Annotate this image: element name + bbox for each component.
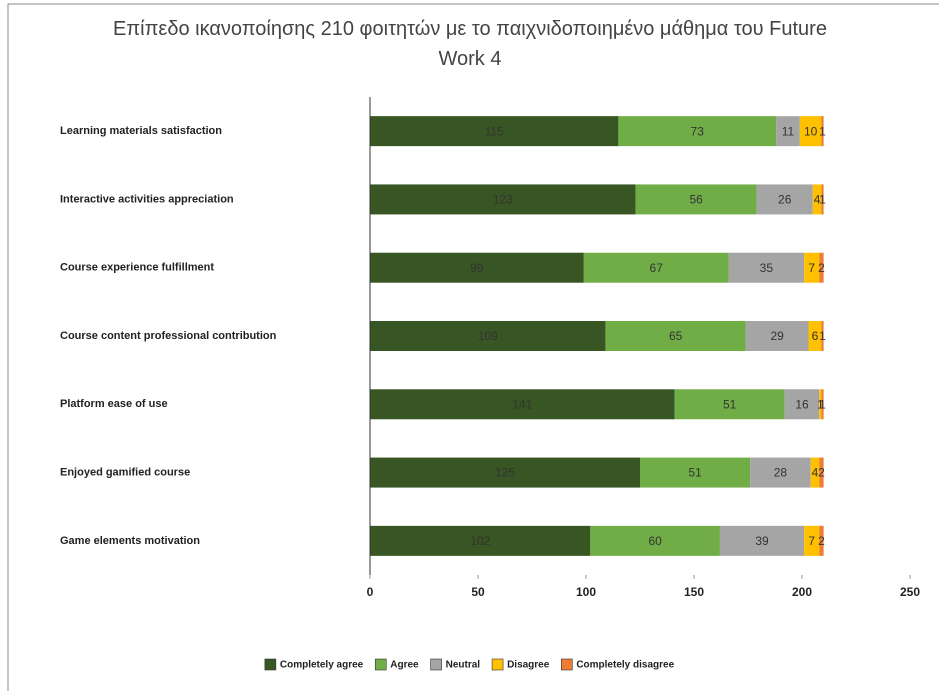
x-tick-label: 0 — [367, 585, 374, 599]
value-label: 1 — [819, 193, 826, 207]
bar-segment — [605, 321, 746, 351]
bar-segment — [821, 184, 824, 215]
value-label: 2 — [818, 466, 825, 480]
legend-label: Disagree — [507, 660, 550, 671]
y-tick-label: Course experience fulfillment — [60, 262, 214, 274]
value-label: 51 — [688, 466, 702, 480]
value-label: 2 — [818, 261, 825, 275]
bar-segment — [804, 525, 820, 556]
bar-segment — [750, 457, 811, 488]
chart-title: Επίπεδο ικανοποίησης 210 φοιτητών με το … — [113, 18, 827, 70]
bar-segment — [674, 389, 785, 420]
legend-swatch — [491, 658, 504, 671]
bar-segment — [804, 252, 820, 283]
value-label: 1 — [819, 397, 826, 411]
bar-segment — [640, 457, 751, 488]
value-label: 26 — [778, 193, 792, 207]
bar-segment — [370, 252, 584, 283]
bar-segment — [821, 321, 824, 351]
x-tick-label: 250 — [900, 585, 920, 599]
value-label: 65 — [669, 329, 683, 343]
legend-swatch — [561, 658, 573, 671]
value-label: 1 — [817, 397, 824, 411]
value-label: 109 — [478, 329, 498, 343]
value-label: 125 — [495, 466, 515, 480]
legend-label: Completely disagree — [576, 660, 674, 671]
bar-segment — [635, 184, 757, 215]
value-label: 4 — [814, 193, 821, 207]
bar-segment — [799, 116, 822, 147]
bar-segment — [819, 389, 822, 420]
bar-segment — [618, 116, 777, 147]
bar-segment — [819, 457, 824, 488]
bar-segment — [590, 525, 720, 556]
frame — [7, 3, 939, 691]
value-label: 123 — [493, 193, 513, 207]
value-label: 2 — [818, 534, 825, 548]
y-tick-label: Interactive activities appreciation — [60, 193, 234, 205]
x-tick-label: 200 — [792, 585, 812, 599]
value-label: 7 — [808, 261, 815, 275]
value-label: 39 — [755, 534, 769, 548]
y-tick-label: Course content professional contribution — [60, 330, 277, 342]
value-label: 67 — [650, 261, 664, 275]
bar-segment — [370, 525, 591, 556]
legend-swatch — [430, 658, 442, 671]
value-label: 4 — [812, 466, 819, 480]
y-tick-label: Learning materials satisfaction — [60, 125, 222, 137]
value-label: 7 — [808, 534, 815, 548]
value-label: 99 — [470, 261, 484, 275]
bar-segment — [810, 457, 820, 488]
value-label: 28 — [774, 466, 788, 480]
value-label: 16 — [795, 397, 809, 411]
legend-label: Neutral — [446, 660, 481, 671]
value-label: 60 — [648, 534, 662, 548]
value-label: 29 — [770, 329, 784, 343]
value-label: 1 — [819, 124, 826, 138]
bar-segment — [370, 184, 636, 215]
y-tick-label: Enjoyed gamified course — [60, 466, 190, 478]
bar-segment — [370, 116, 619, 147]
bar-segment — [808, 321, 822, 351]
value-label: 1 — [819, 329, 826, 343]
bar-segment — [583, 252, 729, 283]
bar-segment — [370, 389, 675, 420]
legend-swatch — [374, 658, 387, 671]
legend-label: Agree — [390, 660, 419, 671]
x-tick-label: 100 — [576, 585, 596, 599]
bar-segment — [719, 525, 805, 556]
bar-segment — [756, 184, 813, 215]
y-tick-label: Game elements motivation — [60, 535, 200, 547]
bar-segment — [819, 252, 824, 283]
value-label: 73 — [691, 124, 705, 138]
value-label: 6 — [812, 329, 819, 343]
value-label: 56 — [689, 193, 703, 207]
legend-label: Completely agree — [280, 660, 364, 671]
bar-segment — [370, 321, 606, 351]
legend-swatch — [264, 658, 277, 671]
bar-segment — [812, 184, 822, 215]
bar-segment — [819, 525, 824, 556]
bar-segment — [821, 116, 824, 147]
value-label: 10 — [804, 124, 818, 138]
bar-segment — [728, 252, 805, 283]
x-tick-label: 50 — [471, 585, 485, 599]
value-label: 102 — [470, 534, 490, 548]
value-label: 141 — [512, 397, 532, 411]
bar-segment — [370, 457, 640, 488]
value-label: 51 — [723, 397, 737, 411]
value-label: 35 — [760, 261, 774, 275]
bar-segment — [821, 389, 824, 420]
y-tick-label: Platform ease of use — [60, 398, 168, 410]
x-tick-label: 150 — [684, 585, 704, 599]
bar-segment — [776, 116, 800, 147]
value-label: 11 — [782, 124, 795, 138]
value-label: 115 — [485, 124, 504, 138]
bar-segment — [745, 321, 809, 351]
bar-segment — [784, 389, 820, 420]
